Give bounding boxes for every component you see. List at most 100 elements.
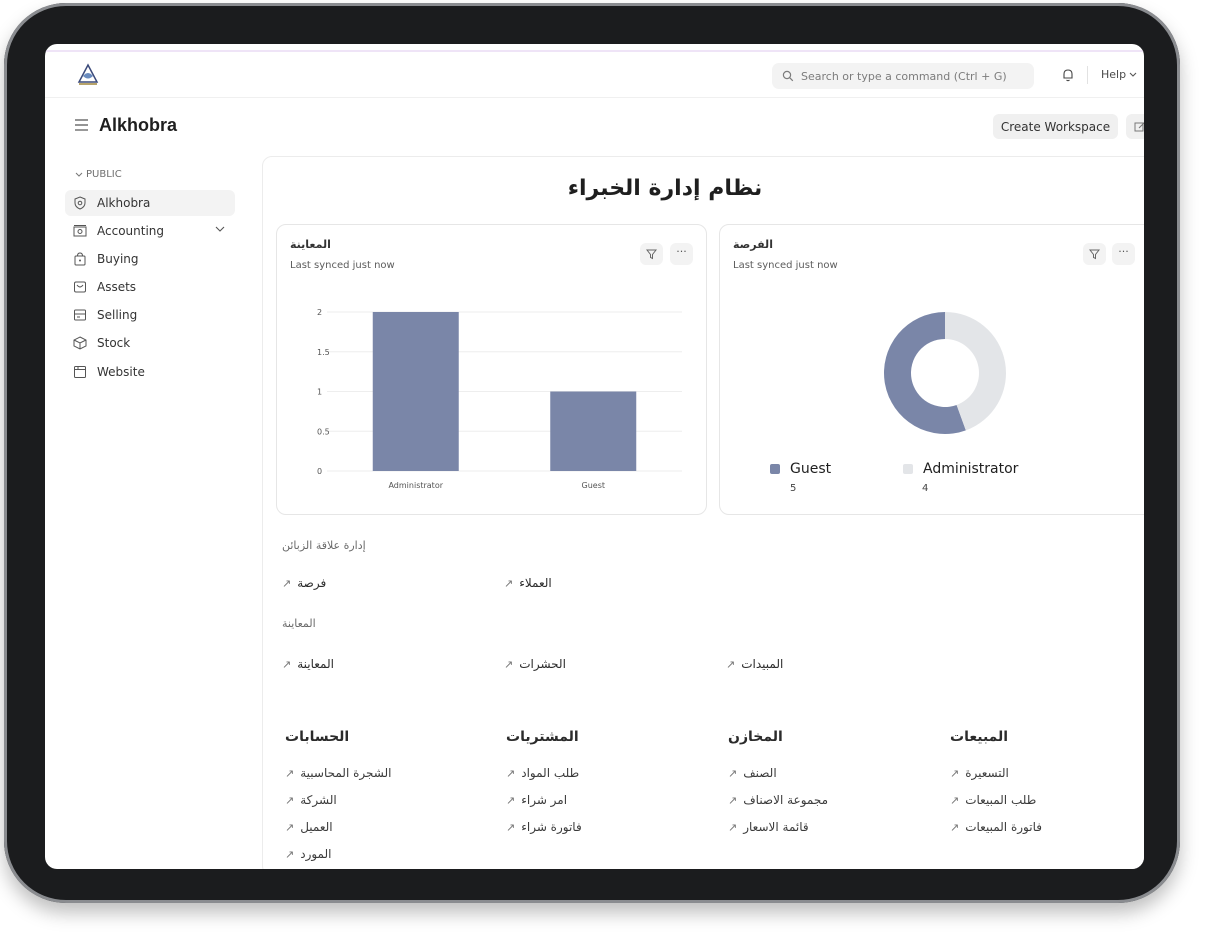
sidebar-item-label: Alkhobra: [97, 196, 151, 210]
section-label-crm: إدارة علاقة الزبائن: [282, 539, 366, 552]
card-link[interactable]: فاتورة شراء ↗: [506, 820, 582, 834]
screen: Search or type a command (Ctrl + G) Help…: [45, 44, 1144, 869]
card-link[interactable]: الشركة ↗: [285, 793, 337, 807]
card-link[interactable]: طلب المواد ↗: [506, 766, 579, 780]
chevron-down-icon: [75, 172, 83, 177]
shortcut-link[interactable]: المعاينة ↗: [282, 657, 334, 671]
link-label: العميل: [300, 820, 333, 834]
bell-icon[interactable]: [1061, 68, 1075, 82]
legend-value: 5: [790, 483, 797, 494]
card-link[interactable]: طلب المبيعات ↗: [950, 793, 1036, 807]
card-link[interactable]: الشجرة المحاسبية ↗: [285, 766, 391, 780]
arrow-up-right-icon: ↗: [285, 767, 295, 780]
sidebar-item-alkhobra[interactable]: Alkhobra: [65, 190, 235, 216]
filter-button[interactable]: [640, 243, 663, 265]
bar-guest[interactable]: [550, 391, 637, 472]
sidebar-section-public[interactable]: PUBLIC: [75, 169, 122, 180]
arrow-up-right-icon: ↗: [506, 821, 516, 834]
arrow-up-right-icon: ↗: [282, 577, 292, 590]
donut-slice-administrator[interactable]: [945, 312, 1006, 431]
link-label: فرصة: [297, 576, 327, 590]
sidebar-item-label: Selling: [97, 308, 138, 322]
arrow-up-right-icon: ↗: [728, 821, 738, 834]
card-link[interactable]: امر شراء ↗: [506, 793, 567, 807]
section-label-inspection: المعاينة: [282, 617, 316, 630]
bar-chart: 0 0.5 1 1.5 2 Administrator Guest: [317, 308, 682, 490]
arrow-up-right-icon: ↗: [504, 577, 514, 590]
help-dropdown[interactable]: Help: [1101, 68, 1137, 81]
page-title: Alkhobra: [99, 115, 178, 135]
edit-icon: [1134, 122, 1144, 132]
legend-item-administrator[interactable]: Administrator: [903, 461, 1018, 477]
sidebar-item-label: Buying: [97, 252, 139, 266]
chart-subtitle: Last synced just now: [290, 260, 395, 271]
legend-item-guest[interactable]: Guest: [770, 461, 831, 477]
sidebar-item-website[interactable]: Website: [65, 359, 235, 385]
link-label: الشجرة المحاسبية: [300, 766, 392, 780]
shopping-bag-icon: [74, 252, 86, 266]
card-link[interactable]: قائمة الاسعار ↗: [728, 820, 809, 834]
sidebar-item-assets[interactable]: Assets: [65, 274, 235, 300]
shortcut-link[interactable]: الحشرات ↗: [504, 657, 566, 671]
card-link[interactable]: الصنف ↗: [728, 766, 777, 780]
sidebar-item-label: Accounting: [97, 224, 165, 238]
card-title-purchases: المشتريات: [506, 729, 579, 745]
app-logo-icon[interactable]: [75, 62, 101, 88]
link-label: الصنف: [743, 766, 777, 780]
legend-label: Administrator: [923, 461, 1019, 477]
arrow-up-right-icon: ↗: [285, 821, 295, 834]
bar-administrator[interactable]: [372, 312, 459, 471]
sidebar-item-label: Assets: [97, 280, 137, 294]
filter-icon: [1089, 249, 1100, 260]
hamburger-menu-icon[interactable]: [75, 119, 88, 131]
filter-button[interactable]: [1083, 243, 1106, 265]
y-tick-label: 1.5: [317, 348, 330, 357]
link-label: التسعيرة: [965, 766, 1009, 780]
link-label: طلب المبيعات: [965, 793, 1037, 807]
shortcut-link[interactable]: فرصة ↗: [282, 576, 326, 590]
chevron-down-icon[interactable]: [215, 226, 225, 232]
shortcut-link[interactable]: المبيدات ↗: [726, 657, 783, 671]
shield-icon: [74, 196, 86, 210]
shortcut-link[interactable]: العملاء ↗: [504, 576, 552, 590]
chart-subtitle: Last synced just now: [733, 260, 838, 271]
link-label: الحشرات: [519, 657, 566, 671]
tablet-frame: Search or type a command (Ctrl + G) Help…: [4, 3, 1180, 903]
arrow-up-right-icon: ↗: [285, 794, 295, 807]
more-options-button[interactable]: ···: [1112, 243, 1135, 265]
edit-button[interactable]: [1126, 114, 1144, 139]
money-icon: [73, 225, 87, 237]
legend-swatch: [770, 464, 780, 474]
search-input[interactable]: Search or type a command (Ctrl + G): [772, 63, 1034, 89]
link-label: المعاينة: [297, 657, 334, 671]
donut-slice-guest[interactable]: [883, 312, 966, 434]
box-icon: [73, 336, 87, 350]
card-link[interactable]: مجموعة الاصناف ↗: [728, 793, 828, 807]
legend-label: Guest: [790, 461, 832, 477]
link-label: فاتورة شراء: [521, 820, 582, 834]
link-label: امر شراء: [521, 793, 568, 807]
sidebar-item-buying[interactable]: Buying: [65, 246, 235, 272]
more-options-button[interactable]: ···: [670, 243, 693, 265]
chevron-down-icon: [1129, 72, 1137, 77]
donut-chart: [883, 312, 1006, 434]
card-link[interactable]: فاتورة المبيعات ↗: [950, 820, 1042, 834]
link-label: المبيدات: [741, 657, 784, 671]
arrow-up-right-icon: ↗: [504, 658, 514, 671]
create-workspace-button[interactable]: Create Workspace: [993, 114, 1118, 139]
chart-title: الفرصة: [733, 238, 773, 251]
link-label: فاتورة المبيعات: [965, 820, 1042, 834]
arrow-up-right-icon: ↗: [950, 767, 960, 780]
y-tick-label: 2: [317, 308, 322, 317]
sidebar-item-stock[interactable]: Stock: [65, 330, 235, 356]
sidebar-item-selling[interactable]: Selling: [65, 302, 235, 328]
card-link[interactable]: التسعيرة ↗: [950, 766, 1009, 780]
receipt-icon: [74, 309, 86, 321]
arrow-up-right-icon: ↗: [950, 794, 960, 807]
card-title-warehouses: المخازن: [728, 729, 783, 745]
card-link[interactable]: العميل ↗: [285, 820, 333, 834]
y-tick-label: 0: [317, 467, 322, 476]
card-link[interactable]: المورد ↗: [285, 847, 331, 861]
sidebar-item-accounting[interactable]: Accounting: [65, 218, 235, 244]
navbar: Search or type a command (Ctrl + G) Help: [45, 52, 1144, 98]
